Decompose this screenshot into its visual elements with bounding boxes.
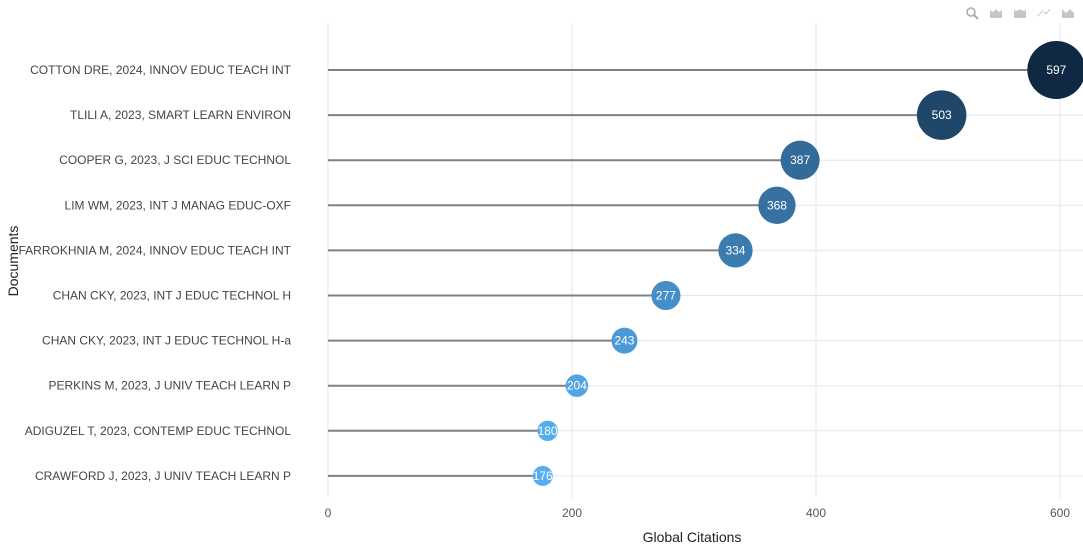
data-label: 387 xyxy=(790,153,810,167)
lollipop-point[interactable] xyxy=(718,233,753,268)
lollipop-point[interactable] xyxy=(651,280,681,311)
lollipop-point[interactable] xyxy=(758,186,796,224)
y-tick-label: TLILI A, 2023, SMART LEARN ENVIRON xyxy=(70,108,291,122)
data-label: 277 xyxy=(656,289,676,303)
x-tick-label: 400 xyxy=(806,506,826,520)
data-label: 503 xyxy=(932,108,952,122)
y-tick-label: LIM WM, 2023, INT J MANAG EDUC-OXF xyxy=(65,198,291,212)
y-tick-label: COOPER G, 2023, J SCI EDUC TECHNOL xyxy=(59,153,291,167)
y-tick-label: CRAWFORD J, 2023, J UNIV TEACH LEARN P xyxy=(35,469,291,483)
y-tick-label: PERKINS M, 2023, J UNIV TEACH LEARN P xyxy=(48,379,291,393)
lollipop-point[interactable] xyxy=(565,374,589,397)
data-label: 176 xyxy=(533,469,553,483)
x-tick-label: 600 xyxy=(1050,506,1070,520)
lollipop-point[interactable] xyxy=(1027,41,1083,99)
data-label: 243 xyxy=(614,334,634,348)
lollipop-point[interactable] xyxy=(916,90,967,140)
zoom-out-box-icon[interactable] xyxy=(1011,5,1029,21)
chart-toolbar xyxy=(963,4,1077,22)
data-label: 368 xyxy=(767,198,787,212)
lollipop-point[interactable] xyxy=(537,420,558,441)
x-tick-label: 0 xyxy=(325,506,332,520)
x-tick-label: 200 xyxy=(562,506,582,520)
data-label: 334 xyxy=(725,243,745,257)
points: 597 503 387 368 334 277 243 204 180 176 xyxy=(533,41,1083,486)
x-axis-title: Global Citations xyxy=(643,529,742,545)
data-label: 180 xyxy=(538,424,558,438)
data-label: 204 xyxy=(567,379,587,393)
data-label: 597 xyxy=(1046,63,1066,77)
x-tick-labels: 0 200 400 600 xyxy=(325,506,1071,520)
y-tick-label: CHAN CKY, 2023, INT J EDUC TECHNOL H xyxy=(53,289,291,303)
y-tick-label: FARROKHNIA M, 2024, INNOV EDUC TEACH INT xyxy=(18,243,291,257)
lollipop-point[interactable] xyxy=(611,327,638,354)
autoscale-icon[interactable] xyxy=(1035,5,1053,21)
y-tick-label: ADIGUZEL T, 2023, CONTEMP EDUC TECHNOL xyxy=(25,424,292,438)
y-tick-label: CHAN CKY, 2023, INT J EDUC TECHNOL H-a xyxy=(42,334,291,348)
lollipop-point[interactable] xyxy=(780,140,820,180)
y-tick-labels: COTTON DRE, 2024, INNOV EDUC TEACH INT TL… xyxy=(18,63,291,483)
reset-axes-icon[interactable] xyxy=(1059,5,1077,21)
lollipop-point[interactable] xyxy=(532,465,553,486)
zoom-in-box-icon[interactable] xyxy=(987,5,1005,21)
grid xyxy=(327,23,1083,498)
stems xyxy=(328,69,1057,477)
zoom-icon[interactable] xyxy=(963,5,981,21)
y-tick-label: COTTON DRE, 2024, INNOV EDUC TEACH INT xyxy=(30,63,292,77)
y-axis-title: Documents xyxy=(5,226,21,297)
